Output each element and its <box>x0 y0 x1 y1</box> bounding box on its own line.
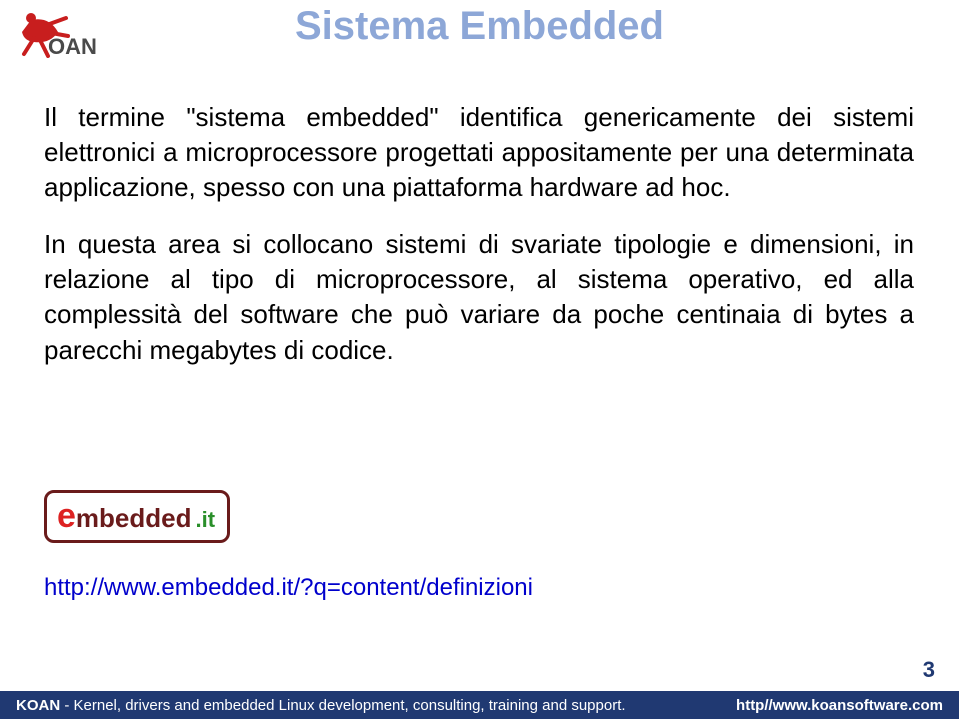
footer-url: http//www.koansoftware.com <box>736 697 943 714</box>
embedded-logo-mbedded: mbedded <box>76 503 192 534</box>
paragraph-2: In questa area si collocano sistemi di s… <box>44 227 914 367</box>
page-title: Sistema Embedded <box>0 4 959 49</box>
embedded-it-logo: e mbedded .it <box>44 490 230 543</box>
footer-sep: - <box>60 697 73 714</box>
slide-page: OAN Sistema Embedded Il termine "sistema… <box>0 0 959 719</box>
paragraph-1: Il termine "sistema embedded" identifica… <box>44 100 914 205</box>
page-number: 3 <box>923 657 935 683</box>
definition-link[interactable]: http://www.embedded.it/?q=content/defini… <box>44 574 533 602</box>
footer-brand: KOAN <box>16 697 60 714</box>
body-text: Il termine "sistema embedded" identifica… <box>44 100 914 390</box>
footer-tagline: Kernel, drivers and embedded Linux devel… <box>74 697 626 714</box>
footer-left: KOAN - Kernel, drivers and embedded Linu… <box>16 697 626 714</box>
embedded-logo-it: .it <box>196 507 216 533</box>
embedded-logo-e: e <box>57 497 76 536</box>
footer-bar: KOAN - Kernel, drivers and embedded Linu… <box>0 691 959 719</box>
